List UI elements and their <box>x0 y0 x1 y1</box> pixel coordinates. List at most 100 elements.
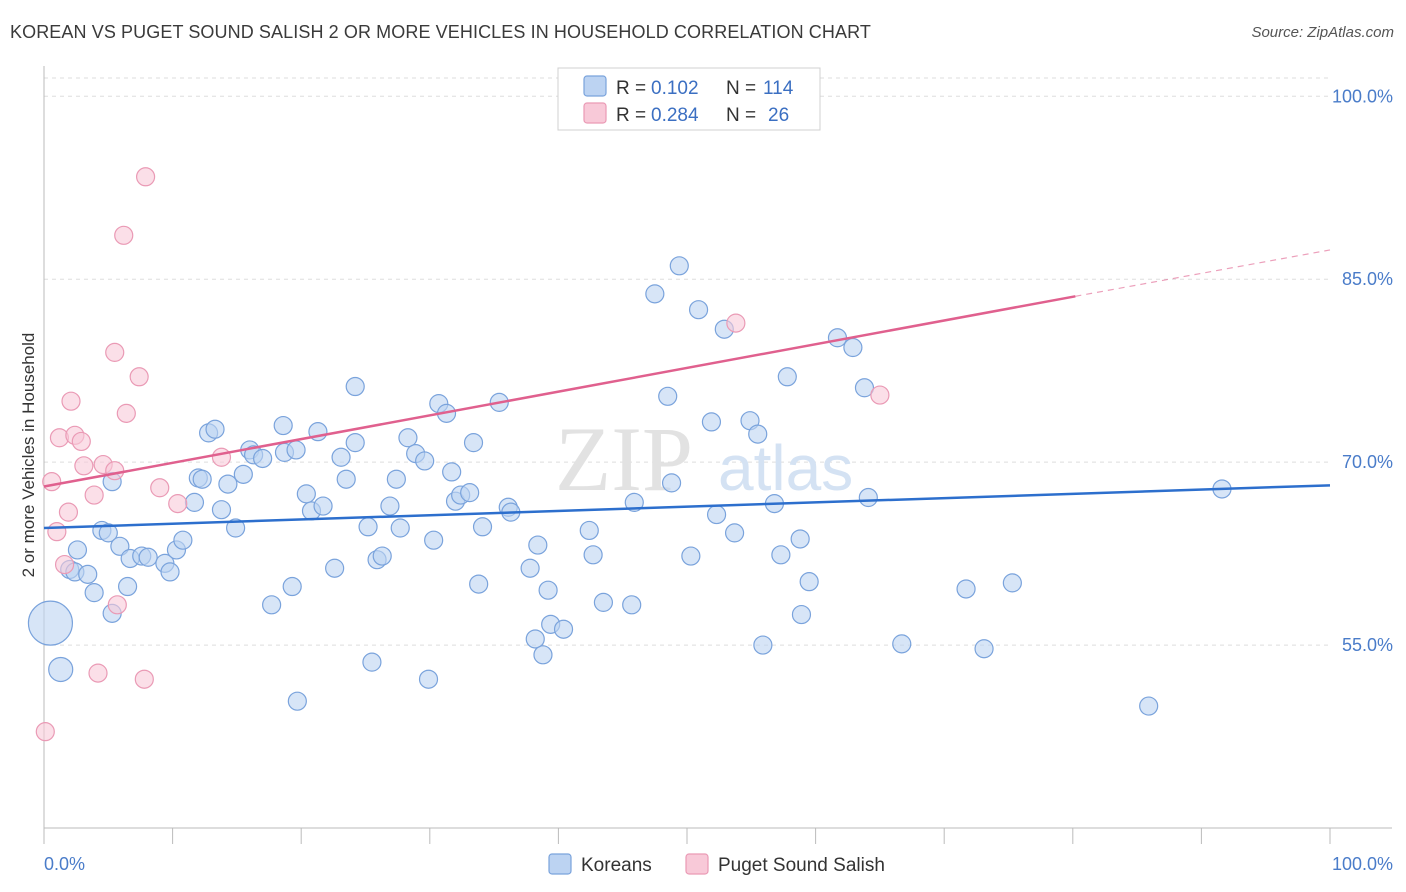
korean-point <box>192 469 212 489</box>
salish-point <box>74 456 94 476</box>
korean-point <box>645 284 665 304</box>
korean-point <box>205 419 225 439</box>
legend-r-value-2: 0.284 <box>651 105 699 126</box>
salish-point <box>71 431 91 452</box>
x-tick-label: 100.0% <box>1332 854 1393 874</box>
korean-point <box>117 576 138 597</box>
legend-r-label-2: R = <box>616 105 646 126</box>
salish-point <box>726 313 746 333</box>
salish-point <box>88 663 108 683</box>
korean-point <box>525 629 545 649</box>
data-points <box>27 167 1232 742</box>
legend-swatch-koreans <box>583 75 607 97</box>
korean-point <box>173 530 193 550</box>
korean-point <box>418 669 439 689</box>
x-tick-label: 0.0% <box>44 854 85 874</box>
korean-point <box>469 574 489 594</box>
korean-point <box>98 523 118 543</box>
salish-point <box>135 167 156 187</box>
korean-point <box>184 492 205 512</box>
korean-point <box>791 604 812 625</box>
korean-point <box>345 433 365 453</box>
salish-point <box>35 722 55 742</box>
y-tick-label: 55.0% <box>1342 635 1393 655</box>
korean-point <box>553 619 574 639</box>
korean-point <box>415 451 435 471</box>
watermark-atlas: atlas <box>718 432 853 504</box>
salish-point <box>107 595 127 615</box>
korean-point <box>398 428 418 448</box>
korean-point <box>681 546 701 566</box>
y-axis-label: 2 or more Vehicles in Household <box>19 333 38 578</box>
bottom-legend-swatch-salish <box>685 853 709 875</box>
korean-point <box>84 583 104 603</box>
korean-point <box>390 518 410 538</box>
korean-point <box>138 547 158 567</box>
korean-point <box>701 412 722 432</box>
legend: R = 0.102 N = 114 R = 0.284 N = 26 <box>557 67 821 131</box>
y-tick-label: 85.0% <box>1342 269 1393 289</box>
korean-point <box>463 433 484 453</box>
legend-swatch-salish <box>583 102 607 124</box>
korean-point <box>624 492 644 512</box>
korean-point <box>296 484 316 504</box>
korean-point <box>533 645 553 665</box>
chart-title: KOREAN VS PUGET SOUND SALISH 2 OR MORE V… <box>10 22 871 42</box>
salish-point <box>105 461 125 481</box>
korean-point <box>661 473 682 493</box>
watermark-zip: ZIP <box>555 408 693 510</box>
korean-point <box>313 496 333 516</box>
trend-lines <box>43 249 1331 530</box>
bottom-legend: Koreans Puget Sound Salish <box>548 853 885 876</box>
korean-point <box>358 517 378 537</box>
korean-point <box>372 546 392 566</box>
korean-point <box>27 600 74 646</box>
korean-point <box>218 474 238 494</box>
salish-point <box>54 554 75 575</box>
salish-point <box>168 494 188 514</box>
salish-point <box>129 367 149 387</box>
watermark: ZIP atlas <box>555 408 853 510</box>
korean-point <box>226 518 246 538</box>
korean-point <box>262 595 282 615</box>
salish-point <box>116 403 136 423</box>
salish-trend-line <box>43 295 1076 488</box>
korean-point <box>233 464 253 484</box>
korean-point <box>282 576 302 597</box>
korean-point <box>287 691 307 711</box>
korean-point <box>211 500 232 520</box>
y-tick-label: 70.0% <box>1342 452 1393 472</box>
korean-point <box>669 256 689 276</box>
korean-point <box>622 595 642 615</box>
korean-point <box>790 529 810 549</box>
salish-point <box>61 391 81 411</box>
korean-point <box>67 540 88 560</box>
korean-point <box>286 440 306 460</box>
korean-point <box>593 592 614 612</box>
legend-n-label-2: N = <box>726 105 756 126</box>
salish-point <box>84 485 104 505</box>
korean-point <box>777 367 797 387</box>
korean-point <box>799 572 819 592</box>
salish-point <box>105 342 125 362</box>
salish-trend-extension <box>1075 249 1331 297</box>
korean-point <box>160 562 180 582</box>
salish-point <box>58 502 79 522</box>
salish-point <box>47 522 67 542</box>
korean-point <box>110 536 130 556</box>
legend-r-label-1: R = <box>616 78 646 99</box>
legend-n-value-2: 26 <box>768 105 789 126</box>
legend-n-value-1: 114 <box>763 78 794 99</box>
korean-point <box>854 378 875 398</box>
korean-point <box>771 545 791 565</box>
korean-point <box>579 520 599 541</box>
salish-point <box>114 225 134 245</box>
salish-point <box>150 478 170 498</box>
korean-point <box>753 635 773 655</box>
korean-point <box>48 656 74 683</box>
salish-point <box>134 669 154 689</box>
legend-r-value-1: 0.102 <box>651 78 699 99</box>
korean-point <box>538 580 558 600</box>
korean-point <box>386 469 406 489</box>
